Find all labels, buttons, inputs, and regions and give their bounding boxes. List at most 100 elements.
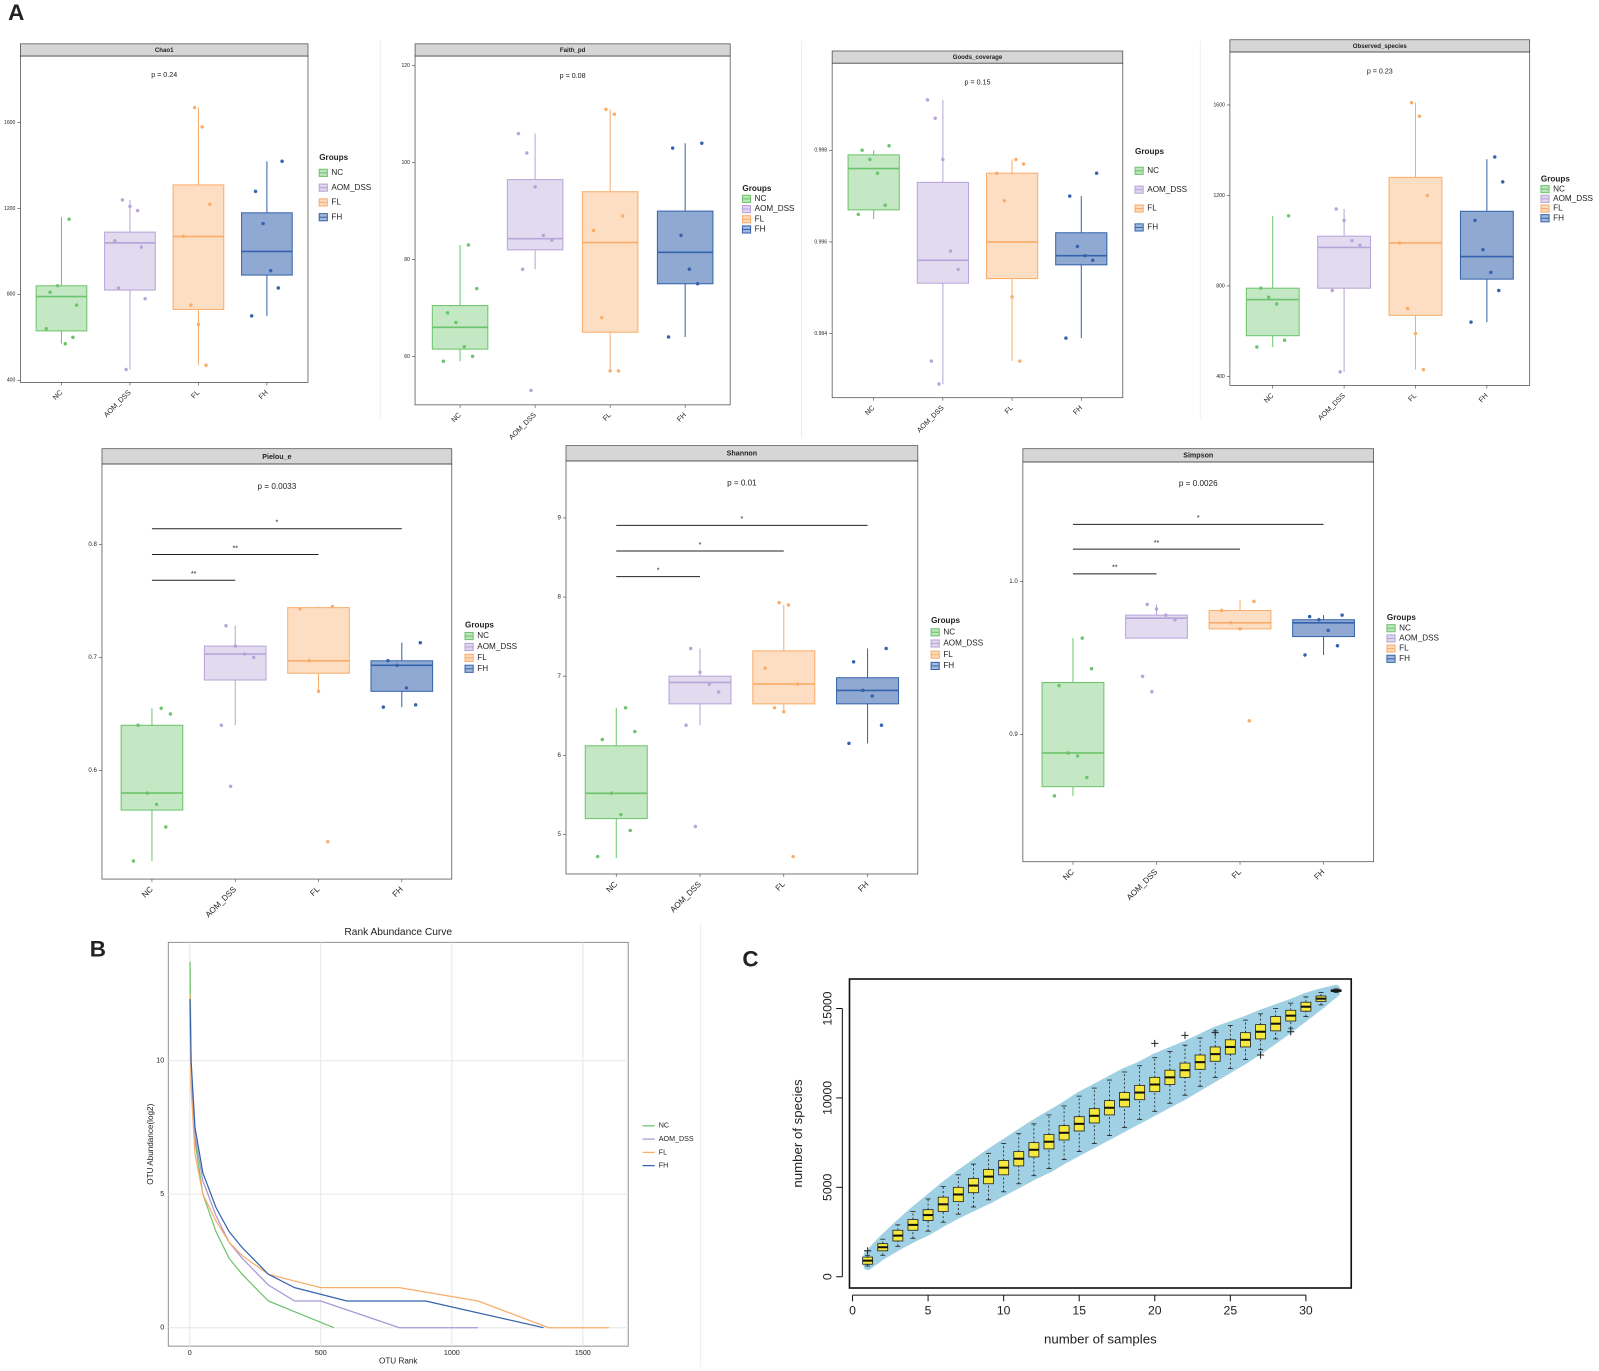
point bbox=[249, 314, 254, 318]
point bbox=[1057, 683, 1061, 688]
point bbox=[529, 388, 533, 393]
x-axis-label: number of samples bbox=[1044, 1332, 1157, 1347]
point bbox=[1080, 636, 1084, 640]
point bbox=[860, 148, 864, 153]
point bbox=[1085, 775, 1089, 780]
legend-label: AOM_DSS bbox=[943, 639, 983, 648]
significance-label: ** bbox=[232, 544, 238, 552]
y-tick-label: 0.8 bbox=[88, 541, 97, 548]
y-tick-label: 0.7 bbox=[88, 654, 97, 661]
panel-label: B bbox=[90, 936, 106, 961]
x-tick-label: AOM_DSS bbox=[1125, 867, 1160, 902]
point bbox=[1173, 617, 1177, 622]
point bbox=[1075, 244, 1080, 249]
point bbox=[612, 112, 617, 116]
y-axis-label: OTU Abundance(log2) bbox=[146, 1103, 155, 1184]
p-value: p = 0.01 bbox=[727, 479, 757, 488]
box bbox=[916, 181, 969, 284]
box bbox=[668, 675, 732, 705]
outlier bbox=[1151, 1039, 1159, 1047]
box bbox=[1459, 210, 1514, 280]
legend-title: Groups bbox=[319, 153, 348, 162]
x-tick-label: 0 bbox=[849, 1304, 856, 1318]
point bbox=[595, 854, 600, 859]
y-tick-label: 0.996 bbox=[814, 239, 827, 245]
point bbox=[1219, 608, 1224, 613]
point bbox=[619, 812, 623, 817]
point bbox=[441, 359, 446, 363]
y-tick-label: 10000 bbox=[820, 1081, 834, 1115]
point bbox=[1068, 194, 1072, 198]
point bbox=[591, 228, 596, 233]
legend-label: FH bbox=[1399, 654, 1410, 663]
legend-label: AOM_DSS bbox=[755, 204, 795, 213]
point bbox=[233, 644, 237, 648]
point bbox=[695, 282, 700, 286]
point bbox=[707, 682, 712, 686]
point bbox=[604, 107, 608, 112]
point bbox=[120, 198, 125, 202]
point bbox=[684, 723, 688, 727]
legend-label: FL bbox=[477, 653, 487, 662]
point bbox=[666, 335, 671, 339]
outlier bbox=[864, 1247, 872, 1255]
point bbox=[868, 157, 872, 162]
box bbox=[287, 607, 350, 674]
point bbox=[716, 690, 721, 694]
point bbox=[620, 214, 625, 218]
point bbox=[268, 269, 273, 273]
y-tick-label: 0 bbox=[820, 1273, 834, 1280]
x-tick-label: FH bbox=[1312, 867, 1326, 881]
point bbox=[1425, 193, 1430, 198]
point bbox=[1238, 627, 1242, 631]
point bbox=[74, 303, 79, 307]
point bbox=[1417, 114, 1422, 118]
legend-label: NC bbox=[477, 631, 489, 640]
point bbox=[1340, 613, 1344, 617]
box bbox=[35, 285, 88, 332]
box bbox=[1055, 232, 1108, 266]
point bbox=[1303, 653, 1307, 657]
x-tick-label: FL bbox=[601, 411, 613, 423]
point bbox=[870, 694, 874, 698]
x-tick-label: FH bbox=[676, 411, 688, 423]
point bbox=[763, 666, 767, 670]
point bbox=[395, 663, 399, 668]
point bbox=[1489, 270, 1493, 275]
point bbox=[1021, 162, 1026, 166]
point bbox=[261, 221, 265, 226]
point bbox=[1497, 288, 1501, 293]
point bbox=[1255, 345, 1259, 349]
point bbox=[189, 303, 193, 307]
point bbox=[700, 141, 704, 146]
box bbox=[1041, 682, 1105, 788]
point bbox=[298, 607, 302, 611]
x-tick-label: NC bbox=[140, 885, 155, 900]
point bbox=[219, 723, 224, 727]
legend-title: Groups bbox=[1387, 613, 1416, 622]
point bbox=[1500, 180, 1505, 184]
y-tick-label: 400 bbox=[7, 378, 16, 384]
legend-label: FH bbox=[1553, 213, 1564, 222]
point bbox=[192, 105, 197, 110]
point bbox=[404, 686, 409, 690]
point bbox=[280, 159, 284, 164]
p-value: p = 0.08 bbox=[560, 72, 586, 80]
point bbox=[1094, 171, 1099, 175]
point bbox=[1342, 218, 1346, 223]
panel-title: Observed_species bbox=[1353, 43, 1408, 50]
point bbox=[462, 344, 466, 349]
point bbox=[791, 854, 795, 859]
x-tick-label: AOM_DSS bbox=[668, 879, 703, 914]
plot-frame bbox=[101, 463, 453, 880]
point bbox=[533, 185, 537, 189]
point bbox=[181, 234, 185, 239]
box bbox=[1292, 619, 1355, 638]
significance-label: ** bbox=[191, 570, 197, 578]
point bbox=[1282, 338, 1287, 342]
x-tick-label: AOM_DSS bbox=[1317, 392, 1347, 422]
significance-label: * bbox=[275, 519, 278, 527]
box bbox=[241, 212, 293, 276]
point bbox=[474, 286, 479, 291]
